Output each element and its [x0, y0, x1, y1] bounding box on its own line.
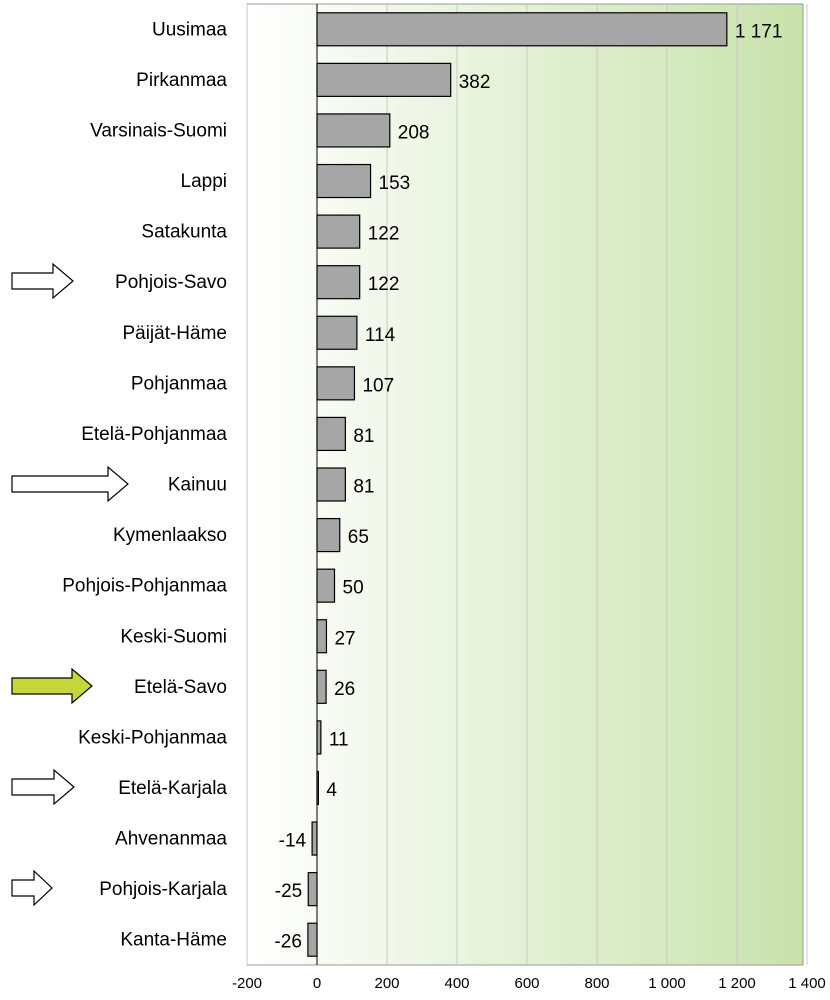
category-label: Etelä-Karjala [118, 778, 227, 799]
bar [316, 619, 328, 654]
x-tick-label: 0 [313, 975, 321, 992]
bar [316, 62, 452, 97]
category-label: Pirkanmaa [136, 70, 227, 91]
category-label: Päijät-Häme [122, 323, 227, 344]
category-label: Pohjois-Pohjanmaa [62, 576, 227, 597]
value-label: 65 [348, 527, 369, 548]
bar [316, 416, 346, 452]
bar [316, 770, 319, 806]
value-label: 107 [362, 375, 394, 396]
bar [316, 568, 336, 603]
category-label: Varsinais-Suomi [90, 120, 227, 141]
arrow [11, 262, 74, 300]
category-label: Satakunta [141, 222, 227, 243]
value-label: 122 [368, 274, 400, 295]
arrow [11, 465, 129, 503]
value-label: 27 [334, 628, 355, 649]
value-label: 26 [334, 679, 355, 700]
value-label: 382 [459, 72, 491, 93]
category-label: Uusimaa [152, 19, 227, 40]
value-label: -26 [274, 932, 301, 953]
arrow [11, 869, 53, 907]
value-label: -14 [279, 831, 307, 852]
x-tick-label: 600 [514, 975, 539, 992]
category-label: Pohjois-Savo [115, 272, 227, 293]
bar [316, 163, 372, 199]
bar [316, 669, 327, 704]
bar [316, 113, 391, 148]
value-label: -25 [275, 881, 302, 902]
arrow [11, 667, 93, 705]
x-tick-label: 200 [374, 975, 399, 992]
x-tick-label: 1 000 [648, 975, 686, 992]
category-label: Kymenlaakso [113, 525, 227, 546]
category-label: Keski-Suomi [120, 626, 227, 647]
bar [307, 922, 318, 957]
category-label: Keski-Pohjanmaa [78, 727, 227, 748]
bar [316, 315, 358, 350]
bar [316, 366, 356, 401]
value-label: 208 [398, 122, 430, 143]
value-label: 1 171 [735, 21, 783, 42]
bar [316, 265, 361, 300]
value-label: 153 [379, 173, 411, 194]
category-label: Lappi [181, 171, 228, 192]
category-label: Kainuu [168, 475, 227, 496]
value-label: 11 [329, 729, 349, 750]
category-label: Pohjois-Karjala [99, 879, 227, 900]
bar [316, 720, 322, 755]
x-tick-label: 1 200 [718, 975, 756, 992]
value-label: 81 [353, 426, 374, 447]
category-label: Etelä-Pohjanmaa [81, 424, 227, 445]
value-label: 50 [343, 578, 364, 599]
x-tick-label: 800 [584, 975, 609, 992]
value-label: 114 [365, 325, 396, 346]
bar [316, 467, 346, 502]
x-tick-label: 1 400 [788, 975, 826, 992]
arrow [11, 768, 75, 806]
category-label: Pohjanmaa [131, 373, 228, 394]
value-label: 81 [353, 477, 374, 498]
category-label: Kanta-Häme [120, 930, 227, 951]
x-tick-label: -200 [232, 975, 262, 992]
bar [311, 821, 318, 856]
bar [316, 517, 341, 553]
x-tick-label: 400 [444, 975, 469, 992]
value-label: 4 [326, 780, 337, 801]
category-label: Ahvenanmaa [115, 829, 227, 850]
bar [316, 12, 728, 47]
bar [316, 214, 361, 249]
value-label: 122 [368, 224, 400, 245]
bar [307, 872, 318, 907]
arrows [11, 262, 129, 907]
category-label: Etelä-Savo [134, 677, 227, 698]
